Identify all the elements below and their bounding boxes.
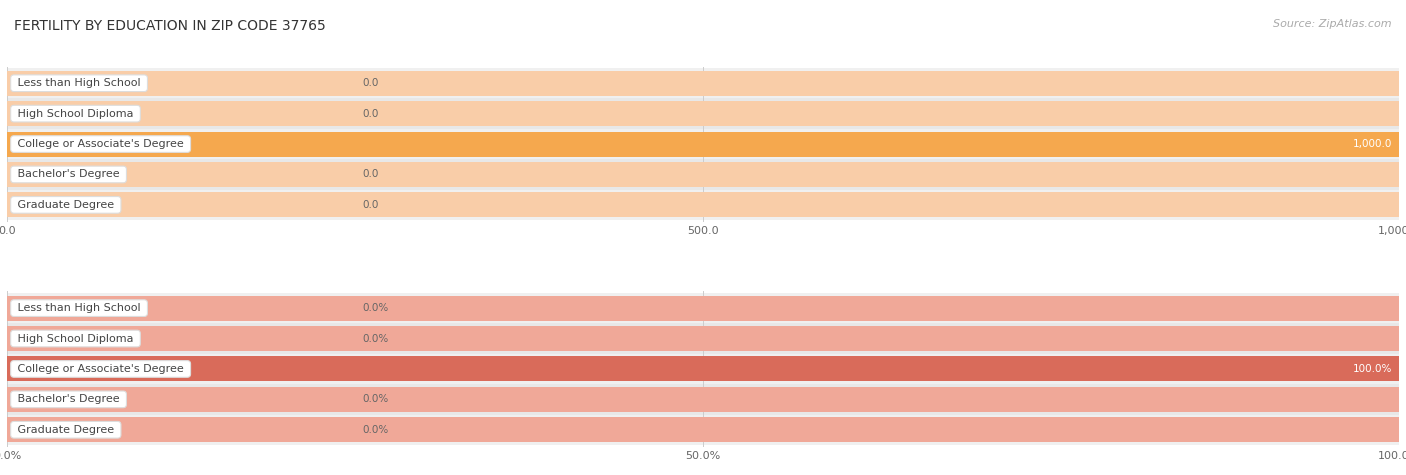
Text: 100.0%: 100.0% (1353, 364, 1392, 374)
Bar (7, 387, 1399, 412)
Bar (7, 356, 1399, 381)
Bar (7, 326, 1399, 351)
Bar (7, 418, 1399, 442)
Text: 0.0%: 0.0% (361, 425, 388, 435)
Bar (7, 295, 1399, 321)
Text: Graduate Degree: Graduate Degree (14, 425, 118, 435)
Text: Graduate Degree: Graduate Degree (14, 200, 118, 210)
Text: FERTILITY BY EDUCATION IN ZIP CODE 37765: FERTILITY BY EDUCATION IN ZIP CODE 37765 (14, 19, 326, 33)
Text: 1,000.0: 1,000.0 (1353, 139, 1392, 149)
Bar (7, 384, 1399, 415)
Bar (7, 101, 1399, 126)
Bar (7, 68, 1399, 98)
Text: 0.0: 0.0 (361, 170, 378, 180)
Bar (7, 354, 1399, 384)
Text: 0.0%: 0.0% (361, 303, 388, 313)
Text: Bachelor's Degree: Bachelor's Degree (14, 394, 124, 404)
Bar (7, 129, 1399, 159)
Text: 0.0: 0.0 (361, 109, 378, 119)
Bar (7, 323, 1399, 354)
Text: Bachelor's Degree: Bachelor's Degree (14, 170, 124, 180)
Text: College or Associate's Degree: College or Associate's Degree (14, 364, 187, 374)
Text: Less than High School: Less than High School (14, 303, 143, 313)
Bar (7, 293, 1399, 323)
Text: 0.0: 0.0 (361, 78, 378, 88)
Text: College or Associate's Degree: College or Associate's Degree (14, 139, 187, 149)
Text: Less than High School: Less than High School (14, 78, 143, 88)
Bar (7, 415, 1399, 445)
Bar (7, 162, 1399, 187)
Text: High School Diploma: High School Diploma (14, 109, 136, 119)
Text: Source: ZipAtlas.com: Source: ZipAtlas.com (1274, 19, 1392, 29)
Text: High School Diploma: High School Diploma (14, 333, 136, 343)
Bar (7, 192, 1399, 218)
Bar (7, 98, 1399, 129)
Text: 0.0: 0.0 (361, 200, 378, 210)
Bar (7, 71, 1399, 95)
Bar (7, 190, 1399, 220)
Text: 0.0%: 0.0% (361, 333, 388, 343)
Bar (7, 132, 1399, 157)
Bar (7, 159, 1399, 190)
Text: 0.0%: 0.0% (361, 394, 388, 404)
